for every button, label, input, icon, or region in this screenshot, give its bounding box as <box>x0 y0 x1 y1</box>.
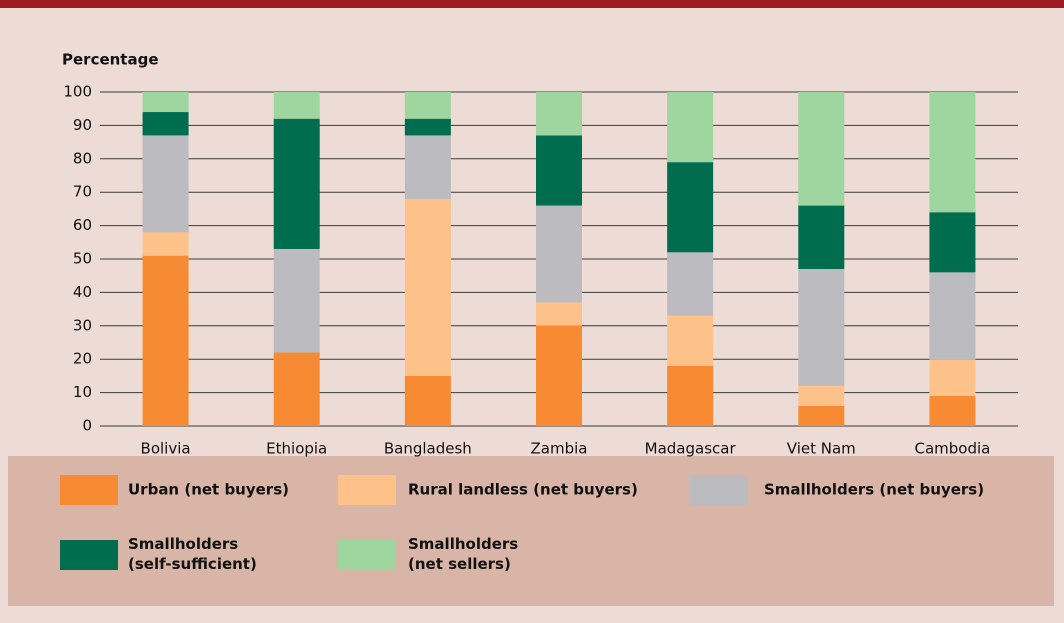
top-band <box>0 0 1064 8</box>
bar-segment <box>273 352 320 426</box>
bar-segment <box>929 359 976 396</box>
bar-segment <box>798 269 845 386</box>
bar-segment <box>142 112 189 136</box>
legend-swatch <box>60 475 118 505</box>
y-tick-label: 0 <box>82 417 92 435</box>
bar-segment <box>667 92 714 163</box>
legend-swatch <box>338 540 396 570</box>
y-tick-label: 90 <box>73 116 92 134</box>
legend-swatch <box>60 540 118 570</box>
bar-segment <box>929 212 976 273</box>
y-tick-label: 30 <box>73 316 92 334</box>
bar-segment <box>536 92 582 136</box>
x-tick-label: Madagascar <box>645 440 737 458</box>
x-tick-label: Zambia <box>531 440 588 458</box>
x-tick-label: Bangladesh <box>384 440 472 458</box>
y-tick-label: 10 <box>73 383 92 401</box>
bar-segment <box>798 405 845 426</box>
x-tick-label: Ethiopia <box>266 440 327 458</box>
bar-segment <box>929 92 976 213</box>
legend-label-line: Smallholders <box>128 535 238 553</box>
x-tick-label: Bolivia <box>141 440 191 458</box>
legend-label: Urban (net buyers) <box>128 481 289 499</box>
bar-segment <box>273 248 320 353</box>
y-tick-label: 40 <box>73 283 92 301</box>
y-tick-label: 20 <box>73 350 92 368</box>
legend-label: Smallholders (net buyers) <box>764 481 984 499</box>
x-tick-label: Cambodia <box>914 440 990 458</box>
legend-label-line: (self-sufficient) <box>128 555 257 573</box>
y-tick-label: 50 <box>73 250 92 268</box>
legend-label: Smallholders (self-sufficient) <box>128 535 257 573</box>
bar-segment <box>404 198 451 376</box>
bar-segment <box>667 365 714 426</box>
bar-segment <box>404 135 451 199</box>
legend-panel <box>8 456 1054 606</box>
legend-label: Rural landless (net buyers) <box>408 481 638 499</box>
x-tick-label: Viet Nam <box>787 440 856 458</box>
bar-segment <box>404 92 451 119</box>
y-axis-label: Percentage <box>62 51 159 69</box>
bar-segment <box>667 162 714 253</box>
y-tick-label: 60 <box>73 216 92 234</box>
y-tick-label: 100 <box>63 83 92 101</box>
bar-segment <box>142 232 189 256</box>
bar-segment <box>404 118 451 136</box>
bar-segment <box>798 385 845 406</box>
bar-segment <box>667 252 714 316</box>
legend-label-line: Smallholders <box>408 535 518 553</box>
bar-segment <box>142 255 189 426</box>
bar-segment <box>536 302 582 326</box>
y-tick-label: 70 <box>73 183 92 201</box>
bar-segment <box>798 92 845 206</box>
bar-segment <box>404 375 451 426</box>
bar-segment <box>929 272 976 360</box>
legend-swatch <box>338 475 396 505</box>
bar-segment <box>929 395 976 426</box>
bar-segment <box>142 92 189 113</box>
bar-segment <box>536 205 582 303</box>
y-tick-label: 80 <box>73 149 92 167</box>
legend-label: Smallholders (net sellers) <box>408 535 518 573</box>
legend-label-line: (net sellers) <box>408 555 511 573</box>
bar-segment <box>273 118 320 249</box>
bar-segment <box>536 135 582 206</box>
legend-swatch <box>690 475 748 505</box>
bar-segment <box>667 315 714 366</box>
bar-segment <box>142 135 189 233</box>
bar-segment <box>536 325 582 426</box>
bar-segment <box>798 205 845 270</box>
bar-segment <box>273 92 320 119</box>
